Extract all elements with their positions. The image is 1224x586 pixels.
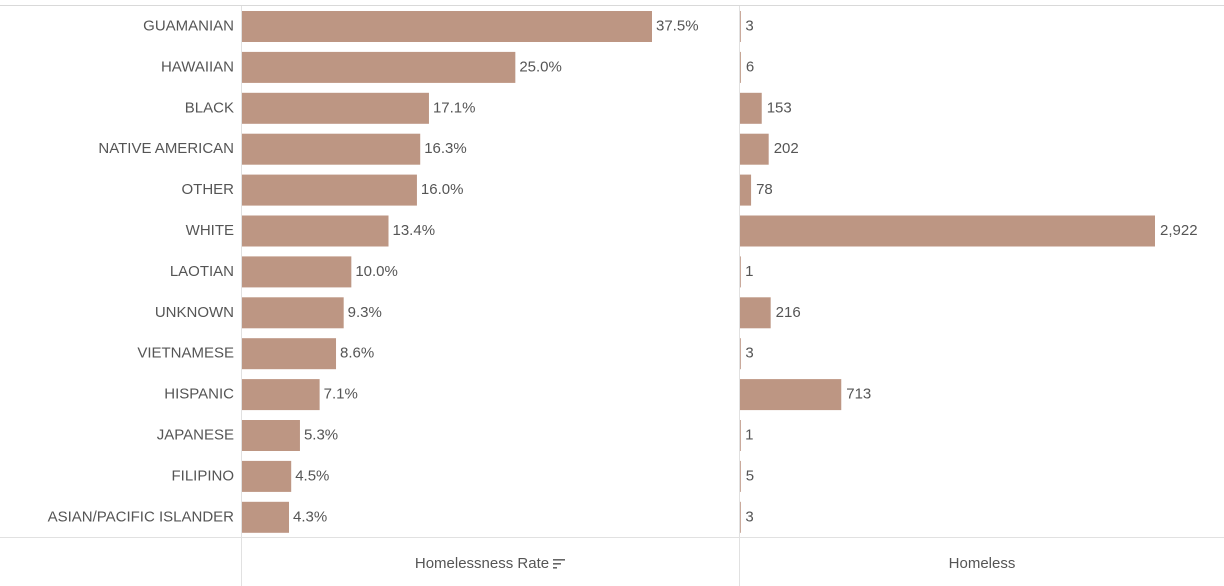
- count-value-label: 216: [776, 304, 801, 321]
- rate-bar: [242, 174, 417, 206]
- category-label: FILIPINO: [171, 467, 234, 484]
- count-bar: [740, 11, 741, 42]
- count-axis-divider: [739, 6, 740, 586]
- rate-value-label: 4.5%: [295, 467, 329, 484]
- count-bar: [740, 338, 741, 370]
- count-value-label: 1: [745, 263, 753, 280]
- count-bar: [740, 379, 842, 411]
- count-value-label: 202: [774, 140, 799, 157]
- rate-bar: [242, 297, 344, 329]
- category-label: LAOTIAN: [170, 263, 234, 280]
- rate-bar: [242, 11, 652, 42]
- rate-value-label: 16.0%: [421, 181, 464, 198]
- category-label: OTHER: [182, 181, 235, 198]
- count-value-label: 3: [745, 508, 753, 525]
- top-border: [0, 5, 1224, 6]
- rate-bar: [242, 379, 320, 411]
- footer-divider: [0, 537, 1224, 538]
- count-value-label: 6: [746, 58, 754, 75]
- count-bar: [740, 420, 741, 451]
- category-label: WHITE: [186, 222, 234, 239]
- category-label: NATIVE AMERICAN: [98, 140, 234, 157]
- rate-value-label: 17.1%: [433, 99, 476, 116]
- category-label: VIETNAMESE: [137, 345, 234, 362]
- count-bar: [740, 174, 752, 206]
- count-bar: [740, 51, 741, 83]
- count-bar: [740, 297, 771, 329]
- rate-value-label: 5.3%: [304, 426, 338, 443]
- rate-value-label: 9.3%: [348, 304, 382, 321]
- count-value-label: 713: [846, 386, 871, 403]
- category-label: GUAMANIAN: [143, 17, 234, 34]
- rate-value-label: 37.5%: [656, 17, 699, 34]
- rate-bar: [242, 420, 300, 451]
- count-bar: [740, 215, 1155, 247]
- category-label: HISPANIC: [164, 386, 234, 403]
- rate-axis-divider: [241, 6, 242, 586]
- count-axis-label: Homeless: [948, 555, 1016, 572]
- rate-axis-header[interactable]: Homelessness Rate: [242, 546, 739, 582]
- rate-value-label: 7.1%: [324, 386, 358, 403]
- rate-bar: [242, 501, 290, 533]
- count-value-label: 2,922: [1160, 222, 1198, 239]
- rate-axis-label: Homelessness Rate: [414, 555, 550, 572]
- count-value-label: 5: [746, 467, 754, 484]
- rate-bar: [242, 133, 421, 165]
- count-axis-header[interactable]: Homeless: [740, 546, 1224, 582]
- rate-value-label: 16.3%: [424, 140, 467, 157]
- rate-value-label: 13.4%: [393, 222, 436, 239]
- count-value-label: 3: [745, 345, 753, 362]
- rate-value-label: 8.6%: [340, 345, 374, 362]
- count-bar: [740, 501, 741, 533]
- count-value-label: 1: [745, 426, 753, 443]
- count-bar: [740, 460, 741, 492]
- rate-bar: [242, 338, 337, 370]
- count-value-label: 78: [756, 181, 773, 198]
- rate-bar: [242, 460, 292, 492]
- rate-bar: [242, 51, 516, 83]
- rate-bar: [242, 256, 352, 288]
- count-value-label: 3: [745, 17, 753, 34]
- category-label: UNKNOWN: [155, 304, 234, 321]
- category-label: ASIAN/PACIFIC ISLANDER: [48, 508, 235, 525]
- category-label: JAPANESE: [157, 426, 234, 443]
- rate-value-label: 4.3%: [293, 508, 327, 525]
- rate-bar: [242, 215, 389, 247]
- count-bar: [740, 92, 762, 124]
- category-label: BLACK: [185, 99, 234, 116]
- rate-bar: [242, 92, 429, 124]
- category-label: HAWAIIAN: [161, 58, 234, 75]
- rate-value-label: 25.0%: [519, 58, 562, 75]
- count-bar: [740, 256, 741, 288]
- rate-value-label: 10.0%: [355, 263, 398, 280]
- sort-descending-icon[interactable]: [553, 558, 566, 570]
- count-bar: [740, 133, 769, 165]
- count-value-label: 153: [767, 99, 792, 116]
